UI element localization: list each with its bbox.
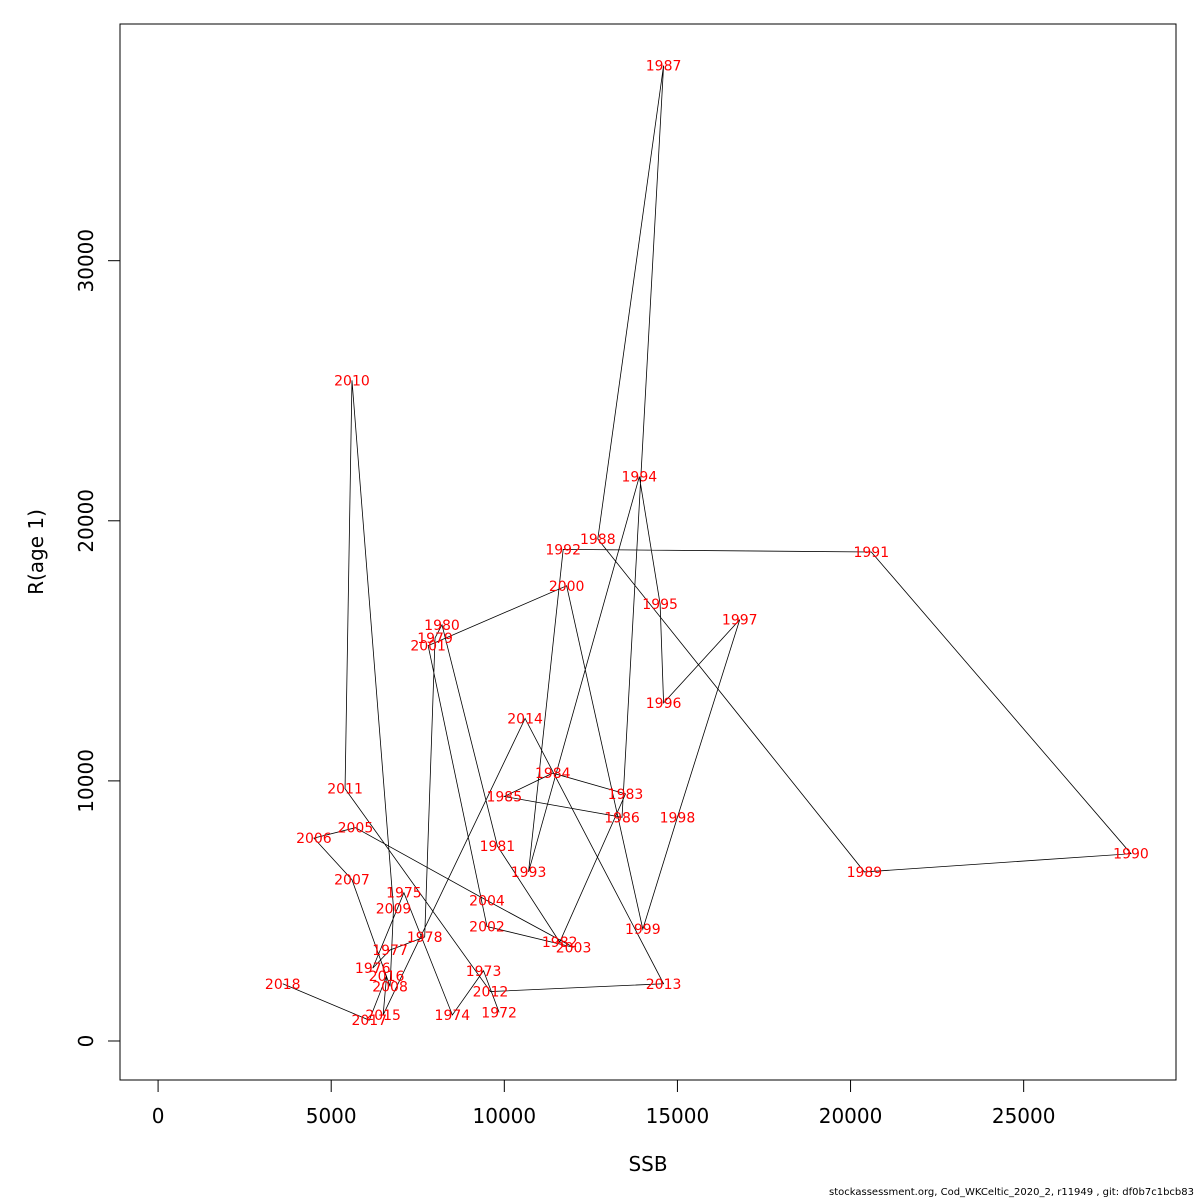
y-tick-label: 30000 xyxy=(74,229,98,293)
year-label-1974: 1974 xyxy=(435,1008,471,1024)
year-label-2002: 2002 xyxy=(469,920,505,936)
year-label-1981: 1981 xyxy=(480,839,516,855)
year-label-1984: 1984 xyxy=(535,766,571,782)
year-label-2006: 2006 xyxy=(296,831,332,847)
x-axis: 0 5000 10000 15000 20000 25000 xyxy=(152,1079,1056,1128)
y-tick-label: 10000 xyxy=(74,749,98,813)
x-tick-label: 10000 xyxy=(473,1104,537,1128)
year-label-1993: 1993 xyxy=(511,865,547,881)
year-label-2009: 2009 xyxy=(376,901,412,917)
year-label-1978: 1978 xyxy=(407,930,443,946)
year-label-1973: 1973 xyxy=(466,964,502,980)
year-label-1972: 1972 xyxy=(481,1005,517,1021)
year-label-1990: 1990 xyxy=(1113,847,1149,863)
year-label-1982: 1982 xyxy=(542,935,578,951)
year-label-2011: 2011 xyxy=(327,782,363,798)
x-axis-title: SSB xyxy=(628,1152,667,1176)
year-label-2005: 2005 xyxy=(338,821,374,837)
year-label-1992: 1992 xyxy=(545,542,581,558)
year-label-1977: 1977 xyxy=(372,943,408,959)
x-tick-label: 5000 xyxy=(306,1104,357,1128)
year-label-1975: 1975 xyxy=(386,886,422,902)
sr-trajectory-line xyxy=(282,65,1132,1021)
y-tick-label: 20000 xyxy=(74,489,98,553)
y-axis: 0 10000 20000 30000 xyxy=(74,229,121,1048)
year-label-1998: 1998 xyxy=(660,810,696,826)
year-label-1988: 1988 xyxy=(580,532,616,548)
year-label-1983: 1983 xyxy=(608,787,644,803)
year-label-1989: 1989 xyxy=(847,865,883,881)
footer-credit: stockassessment.org, Cod_WKCeltic_2020_2… xyxy=(829,1187,1194,1198)
year-label-2017: 2017 xyxy=(351,1013,387,1029)
year-label-1997: 1997 xyxy=(722,613,758,629)
x-tick-label: 15000 xyxy=(646,1104,710,1128)
year-label-2015: 2015 xyxy=(365,1008,401,1024)
year-label-2003: 2003 xyxy=(556,940,592,956)
year-label-2000: 2000 xyxy=(549,579,585,595)
year-label-2010: 2010 xyxy=(334,373,370,389)
year-label-1991: 1991 xyxy=(853,545,889,561)
year-label-1980: 1980 xyxy=(424,618,460,634)
year-label-1985: 1985 xyxy=(486,789,522,805)
year-label-2008: 2008 xyxy=(372,979,408,995)
year-label-2018: 2018 xyxy=(265,977,301,993)
year-label-1986: 1986 xyxy=(604,810,640,826)
x-tick-label: 20000 xyxy=(819,1104,883,1128)
year-label-2004: 2004 xyxy=(469,894,505,910)
year-label-2016: 2016 xyxy=(369,969,405,985)
sr-series xyxy=(282,65,1132,1021)
year-label-1979: 1979 xyxy=(417,631,453,647)
year-label-1994: 1994 xyxy=(622,470,658,486)
point-labels: 1972197319741975197619771978197919801981… xyxy=(265,59,1149,1030)
year-label-2013: 2013 xyxy=(646,977,682,993)
year-label-1987: 1987 xyxy=(646,59,682,75)
year-label-1999: 1999 xyxy=(625,922,661,938)
x-tick-label: 0 xyxy=(152,1104,165,1128)
y-tick-label: 0 xyxy=(74,1035,98,1048)
year-label-1976: 1976 xyxy=(355,961,391,977)
year-label-1995: 1995 xyxy=(642,597,678,613)
year-label-1996: 1996 xyxy=(646,696,682,712)
y-axis-title: R(age 1) xyxy=(24,509,48,595)
x-tick-label: 25000 xyxy=(992,1104,1056,1128)
year-label-2001: 2001 xyxy=(410,639,446,655)
year-label-2007: 2007 xyxy=(334,873,370,889)
year-label-2012: 2012 xyxy=(473,985,509,1001)
year-label-2014: 2014 xyxy=(507,711,543,727)
